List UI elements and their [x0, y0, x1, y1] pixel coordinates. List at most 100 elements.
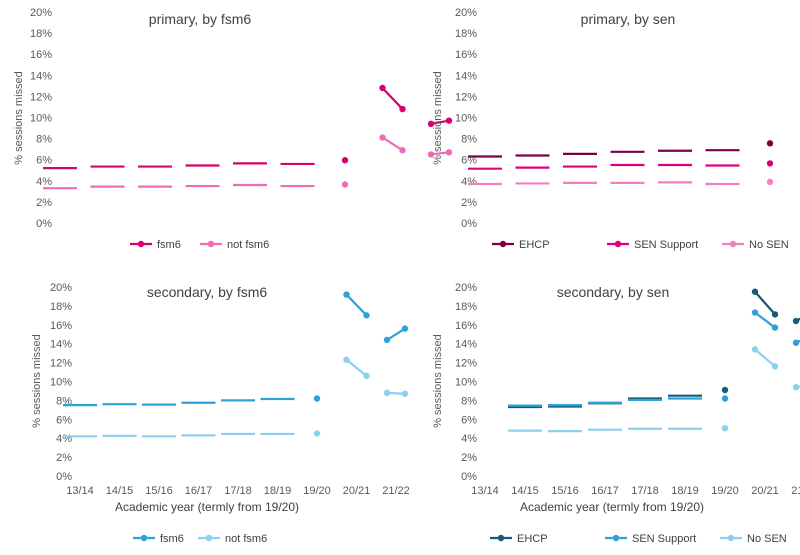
- data-point: [399, 105, 406, 113]
- y-tick-label: 16%: [30, 49, 52, 61]
- series-sen-support: [508, 309, 800, 407]
- x-tick-label: 14/15: [511, 485, 539, 497]
- y-tick-label: 6%: [461, 155, 477, 167]
- series-line: [754, 311, 776, 329]
- data-point: [427, 151, 435, 158]
- y-axis-label: % sessions missed: [31, 334, 43, 428]
- y-tick-label: 12%: [455, 358, 477, 370]
- chart-panel-1: primary, by fsm6 % sessions missed 0% 2% 4% 6…: [13, 7, 453, 251]
- legend-label: fsm6: [157, 239, 181, 251]
- x-axis-label: Academic year (termly from 19/20): [115, 500, 299, 514]
- y-tick-label: 0%: [56, 471, 72, 483]
- x-tick-label: 18/19: [264, 485, 292, 497]
- legend-marker: [729, 240, 737, 248]
- y-tick-label: 18%: [455, 28, 477, 40]
- legend-entry: No SEN: [722, 239, 789, 251]
- data-point: [792, 383, 800, 391]
- y-tick-label: 10%: [455, 113, 477, 125]
- legend-marker: [137, 240, 145, 248]
- data-point: [363, 372, 370, 380]
- data-point: [343, 356, 350, 363]
- series-fsm6: [43, 84, 453, 170]
- legend-entry: fsm6: [130, 239, 181, 251]
- data-point: [721, 425, 729, 432]
- legend-marker: [727, 534, 735, 542]
- chart-panel-3: secondary, by fsm6 % sessions missed 0% 2% 4…: [31, 282, 410, 545]
- y-tick-label: 8%: [461, 134, 477, 146]
- legend-label: EHCP: [519, 239, 550, 251]
- series-line: [381, 87, 404, 110]
- series-fsm6: [63, 291, 409, 407]
- y-tick-label: 12%: [455, 91, 477, 103]
- data-point: [399, 147, 406, 154]
- x-tick-label: 17/18: [224, 485, 252, 497]
- y-tick-label: 10%: [30, 113, 52, 125]
- series-ehcp: [468, 140, 774, 158]
- legend-label: No SEN: [747, 533, 787, 545]
- chart-title: primary, by sen: [581, 11, 676, 27]
- x-tick-label: 20/21: [751, 485, 779, 497]
- data-point: [313, 430, 321, 437]
- legend-entry: fsm6: [133, 533, 184, 545]
- y-tick-label: 2%: [36, 197, 52, 209]
- series-sen-support: [468, 160, 774, 170]
- data-point: [721, 395, 729, 402]
- y-tick-label: 4%: [461, 176, 477, 188]
- series-no-sen: [508, 346, 800, 433]
- data-point: [313, 395, 321, 402]
- legend-entry: not fsm6: [200, 239, 269, 251]
- y-tick-label: 18%: [50, 301, 72, 313]
- legend-marker: [140, 534, 148, 542]
- series-not-fsm6: [43, 134, 453, 190]
- x-tick-label: 13/14: [66, 485, 94, 497]
- x-axis-label: Academic year (termly from 19/20): [520, 500, 704, 514]
- series-line: [386, 327, 406, 341]
- y-tick-label: 20%: [30, 7, 52, 19]
- y-tick-label: 18%: [30, 28, 52, 40]
- x-tick-label: 21/22: [382, 485, 410, 497]
- data-point: [363, 312, 370, 319]
- series-line: [754, 290, 776, 316]
- y-tick-label: 6%: [56, 414, 72, 426]
- legend-marker: [612, 534, 620, 542]
- series-line: [754, 348, 776, 368]
- x-tick-label: 20/21: [343, 485, 371, 497]
- data-point: [766, 160, 774, 167]
- y-tick-label: 12%: [50, 358, 72, 370]
- chart-title: secondary, by fsm6: [147, 284, 268, 300]
- legend-entry: SEN Support: [605, 533, 696, 545]
- data-point: [751, 309, 759, 316]
- data-point: [379, 84, 386, 92]
- y-tick-label: 10%: [50, 377, 72, 389]
- y-tick-label: 4%: [461, 433, 477, 445]
- y-tick-label: 16%: [50, 320, 72, 332]
- data-point: [792, 339, 800, 346]
- y-axis-label: % sessions missed: [432, 71, 444, 165]
- legend-entry: No SEN: [720, 533, 787, 545]
- y-tick-label: 12%: [30, 91, 52, 103]
- data-point: [445, 117, 453, 124]
- y-tick-label: 8%: [36, 134, 52, 146]
- data-point: [343, 291, 350, 298]
- x-tick-label: 18/19: [671, 485, 699, 497]
- x-tick-label: 19/20: [711, 485, 739, 497]
- legend-label: not fsm6: [227, 239, 269, 251]
- data-point: [771, 363, 779, 370]
- y-tick-label: 14%: [455, 70, 477, 82]
- y-tick-label: 0%: [461, 218, 477, 230]
- y-tick-label: 2%: [461, 197, 477, 209]
- y-tick-label: 4%: [36, 176, 52, 188]
- data-point: [379, 134, 386, 141]
- y-tick-label: 0%: [36, 218, 52, 230]
- legend-label: No SEN: [749, 239, 789, 251]
- legend-entry: EHCP: [490, 533, 548, 545]
- x-tick-label: 16/17: [185, 485, 213, 497]
- series-no-sen: [468, 178, 774, 186]
- chart-title: primary, by fsm6: [149, 11, 252, 27]
- series-line: [795, 339, 800, 344]
- legend-label: SEN Support: [632, 533, 696, 545]
- data-point: [383, 336, 391, 344]
- x-tick-label: 14/15: [106, 485, 134, 497]
- y-tick-label: 2%: [56, 452, 72, 464]
